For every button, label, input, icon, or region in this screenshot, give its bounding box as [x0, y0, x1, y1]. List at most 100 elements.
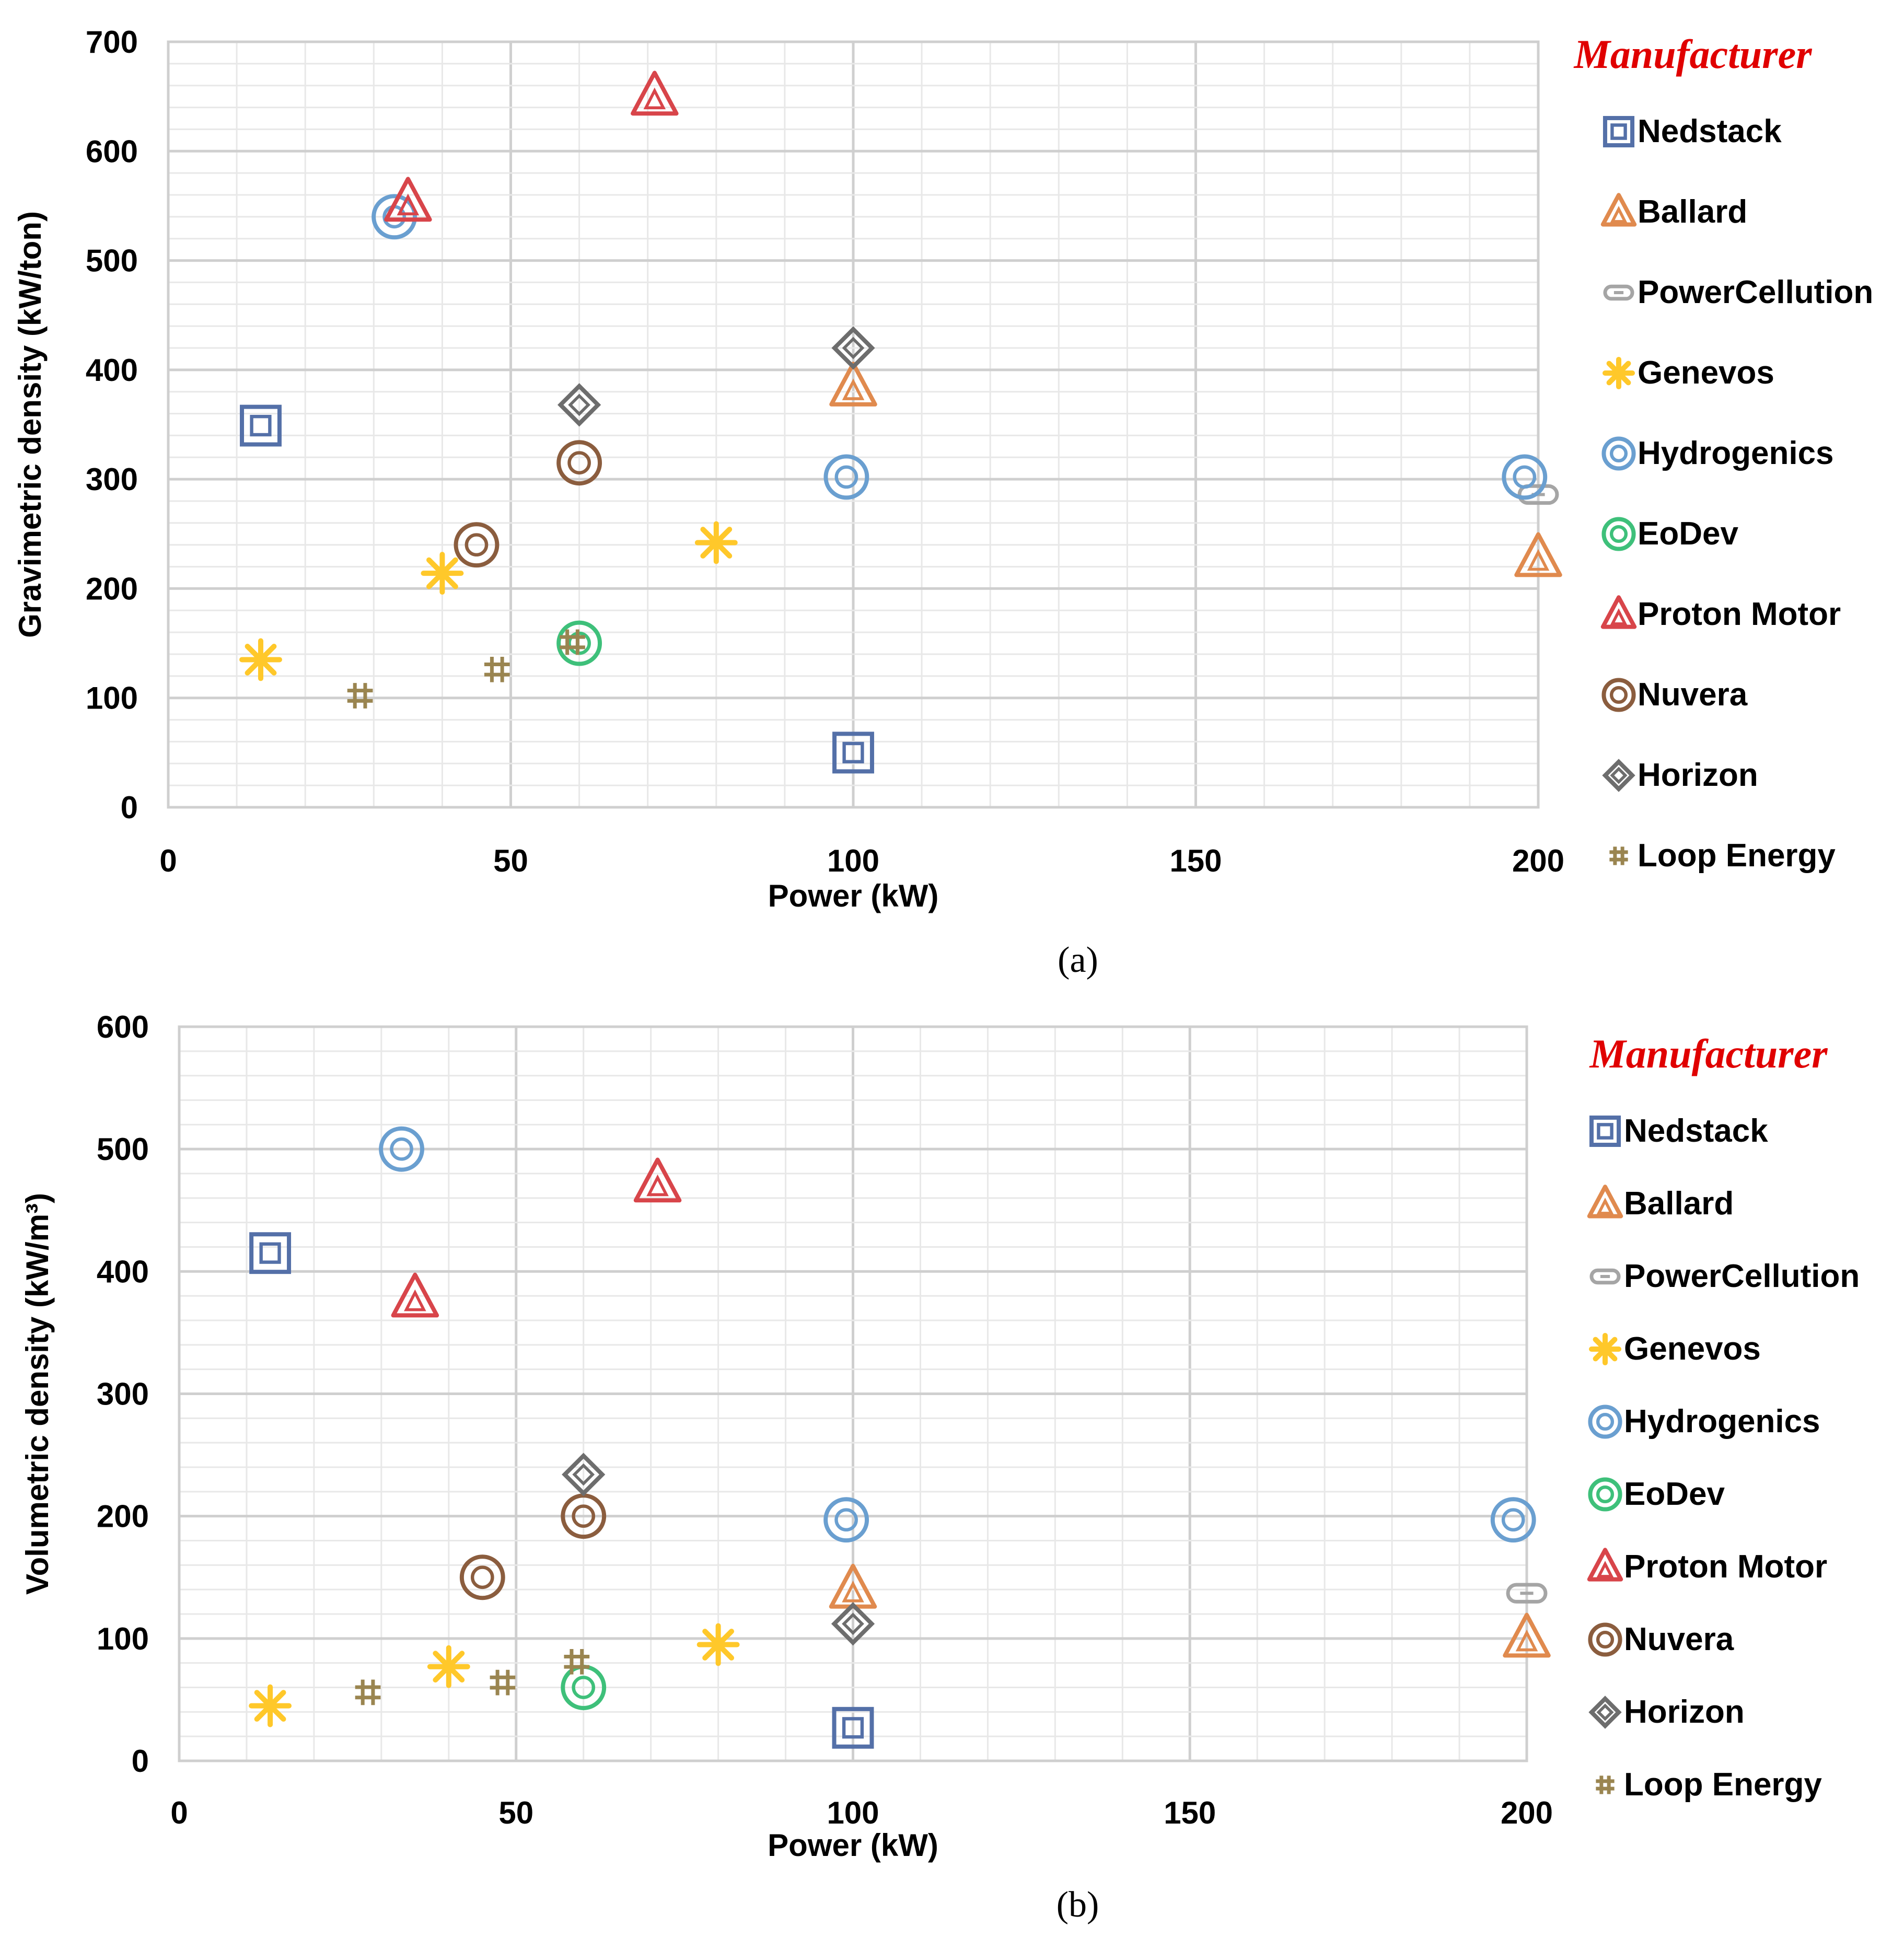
chart-a-legend-marker-genevos: [1602, 356, 1635, 390]
chart-b-legend-label: Loop Energy: [1624, 1767, 1822, 1803]
chart-a-x-tick-label: 100: [827, 843, 879, 878]
chart-a-legend-item-nedstack: Nedstack: [1603, 113, 1782, 149]
chart-a-point-horizon: [831, 326, 875, 370]
chart-b-legend-item-eodev: EoDev: [1588, 1476, 1725, 1512]
chart-a-point-ballard: [1514, 532, 1562, 577]
chart-a-point-nedstack: [832, 732, 874, 774]
chart-b-legend-label: Ballard: [1624, 1186, 1734, 1222]
chart-a-legend-marker-powercellution: [1603, 284, 1634, 301]
chart-b-point-horizon: [562, 1453, 606, 1496]
chart-a-series-nedstack: [240, 404, 874, 774]
chart-a-point-proton-motor: [384, 177, 432, 222]
chart-b-legend-label: Hydrogenics: [1624, 1403, 1820, 1440]
chart-a-legend-label: Ballard: [1638, 194, 1747, 230]
chart-a-x-tick-label: 0: [159, 843, 177, 878]
chart-a-point-nedstack: [240, 404, 282, 447]
chart-b-point-hydrogenics: [379, 1126, 424, 1172]
chart-b-legend-marker-proton-motor: [1587, 1548, 1623, 1582]
chart-b-legend-label: Nedstack: [1624, 1113, 1768, 1149]
chart-a-legend-item-powercellution: PowerCellution: [1603, 274, 1873, 310]
chart-b-legend-marker-loop-energy: [1596, 1775, 1615, 1794]
chart-a-legend-label: Genevos: [1638, 355, 1774, 391]
chart-a-y-tick-label: 100: [86, 681, 138, 716]
chart-b-y-tick-label: 300: [97, 1377, 149, 1412]
chart-b-point-nuvera: [459, 1554, 505, 1600]
chart-b-legend-item-nuvera: Nuvera: [1588, 1621, 1734, 1657]
chart-b-point-nedstack: [249, 1232, 292, 1274]
chart-a-series-genevos: [239, 521, 738, 681]
chart-a-y-tick-label: 400: [86, 353, 138, 388]
chart-a-legend-item-horizon: Horizon: [1602, 757, 1758, 793]
chart-b-legend-marker-horizon: [1588, 1696, 1622, 1729]
chart-a-legend-item-proton-motor: Proton Motor: [1600, 595, 1841, 632]
chart-b-series-proton-motor: [391, 1157, 682, 1318]
chart-b-point-loop-energy: [490, 1669, 516, 1696]
chart-b-point-proton-motor: [633, 1157, 682, 1203]
chart-a-series-loop-energy: [347, 629, 585, 709]
chart-b-x-tick-label: 100: [827, 1795, 879, 1830]
chart-a-point-loop-energy: [484, 656, 510, 682]
chart-a-legend-label: Horizon: [1638, 757, 1758, 793]
chart-b-point-genevos: [249, 1684, 292, 1727]
chart-a-y-tick-label: 300: [86, 462, 138, 497]
chart-b-plot-frame: [178, 1025, 1528, 1762]
chart-b-x-axis-title: Power (kW): [768, 1828, 938, 1863]
chart-b-legend-marker-nuvera: [1588, 1622, 1622, 1657]
chart-b-legend-item-ballard: Ballard: [1587, 1185, 1734, 1222]
chart-b-point-ballard: [1503, 1612, 1551, 1658]
chart-b-point-nedstack: [832, 1707, 874, 1749]
chart-a-legend-item-ballard: Ballard: [1600, 193, 1747, 230]
chart-a-legend-label: Hydrogenics: [1638, 435, 1834, 471]
chart-a-legend-item-eodev: EoDev: [1601, 516, 1738, 552]
chart-b-point-loop-energy: [355, 1679, 381, 1705]
chart-b-legend-marker-genevos: [1588, 1332, 1622, 1366]
chart-a-y-axis-title: Gravimetric density (kW/ton): [13, 211, 48, 638]
chart-a-point-loop-energy: [560, 629, 585, 655]
chart-b-legend-label: Genevos: [1624, 1331, 1761, 1367]
chart-a-series-ballard: [829, 362, 1562, 577]
chart-b-legend-item-powercellution: PowerCellution: [1589, 1258, 1860, 1294]
chart-a-legend-item-hydrogenics: Hydrogenics: [1601, 435, 1834, 471]
chart-a-legend-title: Manufacturer: [1573, 31, 1812, 77]
chart-b-point-hydrogenics: [823, 1497, 869, 1543]
chart-b-legend-label: PowerCellution: [1624, 1258, 1860, 1294]
chart-b-legend-label: EoDev: [1624, 1476, 1725, 1512]
chart-b-y-tick-label: 600: [97, 1009, 149, 1044]
chart-a-point-horizon: [557, 383, 601, 427]
chart-b-point-genevos: [696, 1623, 740, 1666]
chart-a-legend-label: Proton Motor: [1638, 596, 1841, 632]
chart-a-point-genevos: [239, 638, 282, 681]
chart-b-x-tick-label: 0: [170, 1795, 188, 1830]
chart-a-legend-item-genevos: Genevos: [1602, 355, 1774, 391]
chart-a-legend-label: Nedstack: [1638, 113, 1782, 149]
chart-b-gridlines: [178, 1025, 1528, 1762]
chart-a-series-horizon: [557, 326, 875, 427]
chart-b-legend-item-hydrogenics: Hydrogenics: [1588, 1403, 1820, 1440]
chart-b-legend-item-horizon: Horizon: [1588, 1694, 1745, 1730]
chart-a-point-hydrogenics: [823, 454, 869, 500]
chart-b-legend-item-loop-energy: Loop Energy: [1596, 1767, 1822, 1803]
chart-a-panel-label: (a): [1058, 940, 1098, 980]
chart-a-gridlines: [167, 40, 1540, 809]
chart-b-legend-marker-ballard: [1587, 1185, 1623, 1218]
chart-b-legend-label: Proton Motor: [1624, 1549, 1827, 1585]
chart-a-y-tick-label: 700: [86, 25, 138, 60]
chart-a-x-tick-label: 200: [1512, 843, 1564, 878]
chart-a-legend-marker-nedstack: [1603, 115, 1635, 148]
chart-b-point-hydrogenics: [1490, 1497, 1536, 1543]
chart-a-series-nuvera: [454, 440, 602, 568]
chart-b-legend: Manufacturer Nedstack Ballard PowerCellutio…: [1587, 1031, 1860, 1803]
chart-b-x-tick-label: 200: [1501, 1795, 1553, 1830]
chart-b-legend-item-proton-motor: Proton Motor: [1587, 1548, 1827, 1585]
chart-a-y-tick-label: 600: [86, 134, 138, 169]
chart-b-legend-marker-powercellution: [1589, 1268, 1621, 1285]
chart-b-y-axis-title: Volumetric density (kW/m³): [20, 1193, 55, 1595]
chart-b-legend-marker-eodev: [1588, 1477, 1622, 1512]
chart-b-legend-label: Nuvera: [1624, 1621, 1734, 1657]
chart-a-legend-label: Nuvera: [1638, 677, 1748, 713]
chart-a-legend-marker-eodev: [1601, 517, 1636, 551]
chart-b-series-hydrogenics: [379, 1126, 1536, 1543]
chart-a-point-genevos: [421, 552, 464, 595]
chart-panel-a: 0 50 100 150 200 0 100 200 300 400 500 600 700 Power …: [13, 25, 1873, 980]
